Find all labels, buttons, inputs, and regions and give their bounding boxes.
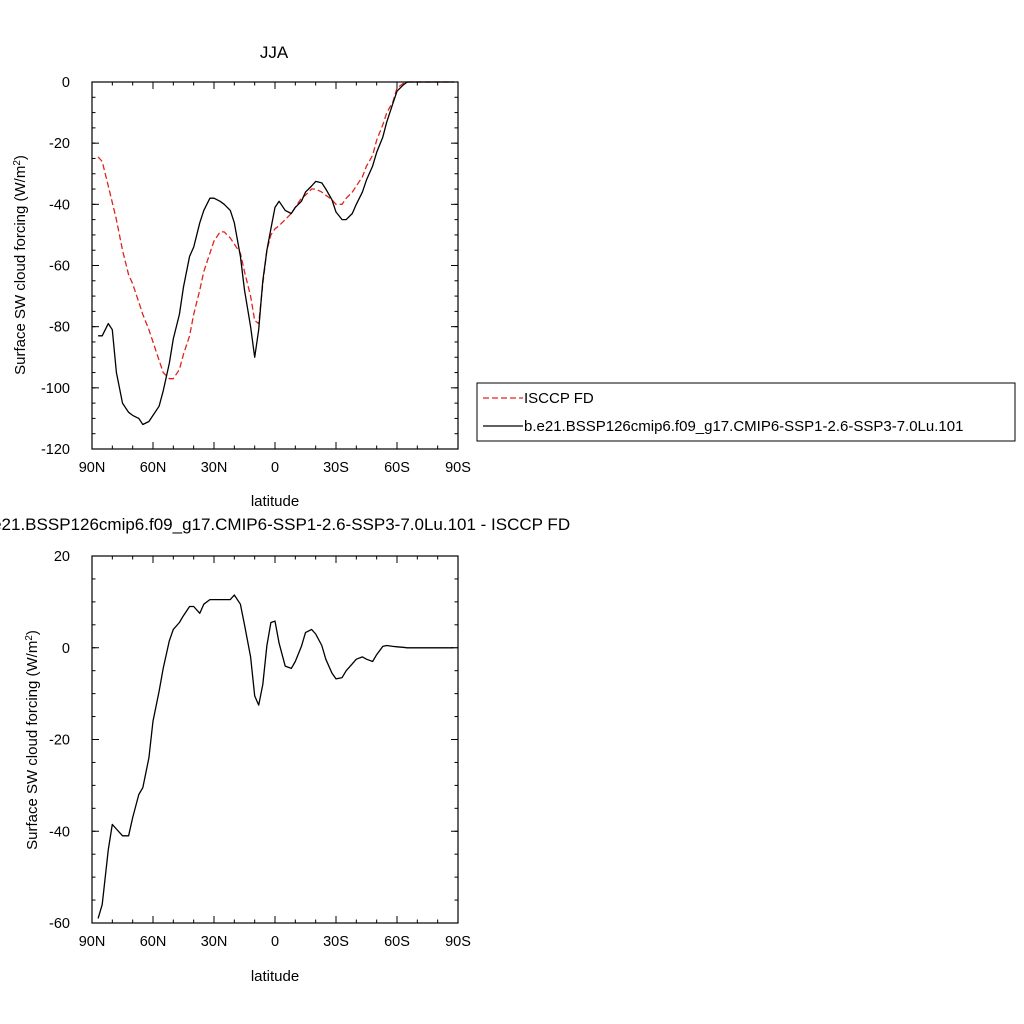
x-tick-label: 60N — [140, 934, 167, 950]
legend-entry-isccp: ISCCP FD — [524, 390, 594, 407]
y-tick-label: -40 — [49, 197, 70, 213]
x-tick-label: 90S — [445, 460, 471, 476]
x-tick-label: 60S — [384, 934, 410, 950]
y-axis-label: Surface SW cloud forcing (W/m2) — [12, 155, 30, 375]
y-tick-label: 0 — [62, 641, 70, 657]
y-tick-label: -80 — [49, 320, 70, 336]
x-tick-label: 30S — [323, 934, 349, 950]
y-tick-label: -100 — [41, 381, 70, 397]
x-tick-label: 30S — [323, 460, 349, 476]
y-tick-label: -40 — [49, 824, 70, 840]
chart-panel-bottom: b.e21.BSSP126cmip6.f09_g17.CMIP6-SSP1-2.… — [0, 515, 570, 985]
chart-title-difference: b.e21.BSSP126cmip6.f09_g17.CMIP6-SSP1-2.… — [0, 515, 570, 534]
legend: ISCCP FD b.e21.BSSP126cmip6.f09_g17.CMIP… — [476, 382, 1016, 442]
series-line-isccp — [97, 81, 454, 380]
x-tick-label: 0 — [271, 934, 279, 950]
y-tick-label: -60 — [49, 916, 70, 932]
x-tick-label: 30N — [201, 934, 228, 950]
x-tick-label: 30N — [201, 460, 228, 476]
x-tick-label: 90N — [79, 460, 106, 476]
y-tick-label: -20 — [49, 136, 70, 152]
legend-box — [476, 382, 1016, 442]
x-axis-label: latitude — [251, 968, 299, 985]
y-tick-label: 20 — [54, 549, 70, 565]
series-line-model — [98, 81, 454, 426]
x-tick-label: 0 — [271, 460, 279, 476]
plot-area: 90N 60N 30N 0 30S 60S 90S -120 -100 -80 -60 -40 -20 0 — [41, 75, 471, 476]
x-axis-label: latitude — [251, 493, 299, 510]
y-tick-label: -20 — [49, 733, 70, 749]
chart-panel-top: JJA 90N 60N 30N 0 30S 60S 90S -120 -100 -80 -60 -40… — [12, 43, 471, 510]
y-tick-label: -60 — [49, 259, 70, 275]
chart-title: JJA — [260, 43, 289, 62]
plot-frame — [91, 81, 459, 450]
y-tick-label: -120 — [41, 442, 70, 458]
y-tick-label: 0 — [62, 75, 70, 91]
plot-area: 90N 60N 30N 0 30S 60S 90S -60 -40 -20 0 20 — [49, 549, 471, 950]
x-tick-label: 90S — [445, 934, 471, 950]
legend-entry-model: b.e21.BSSP126cmip6.f09_g17.CMIP6-SSP1-2.… — [524, 418, 963, 435]
series-line-model — [97, 594, 454, 919]
y-axis-label: Surface SW cloud forcing (W/m2) — [24, 630, 42, 850]
x-tick-label: 60S — [384, 460, 410, 476]
x-tick-label: 60N — [140, 460, 167, 476]
x-tick-label: 90N — [79, 934, 106, 950]
plot-frame — [91, 555, 459, 924]
